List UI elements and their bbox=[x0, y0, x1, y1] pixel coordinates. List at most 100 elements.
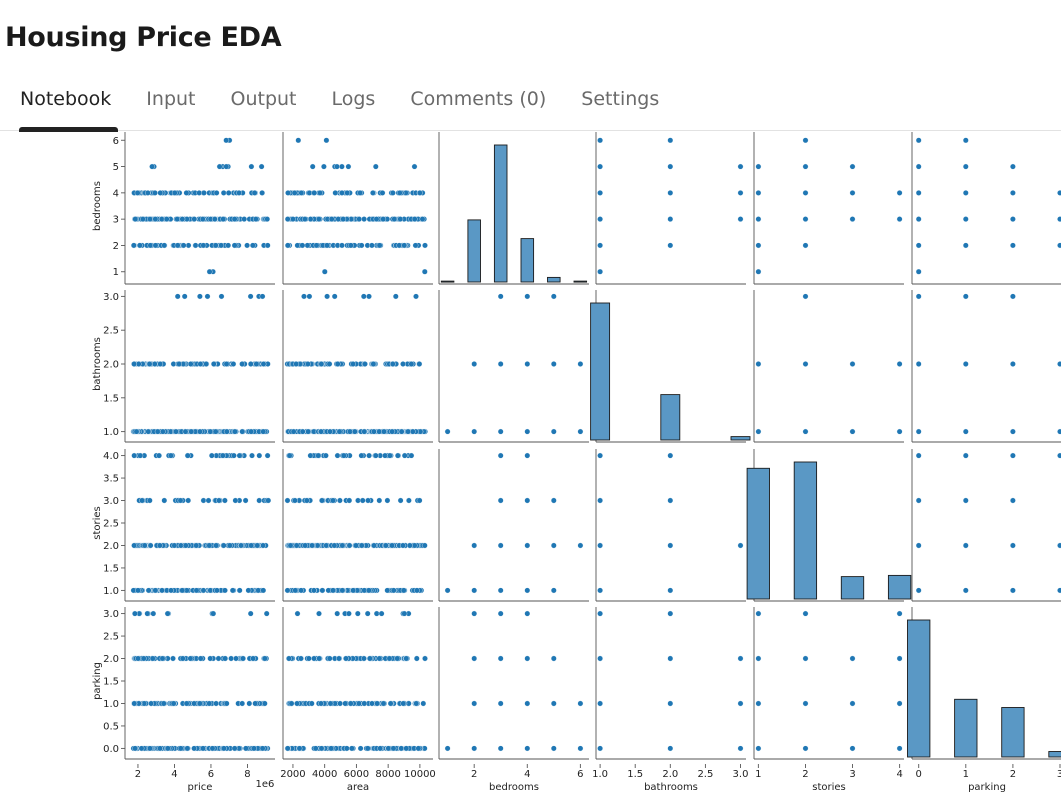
scatter-point bbox=[185, 497, 192, 504]
scatter-point bbox=[173, 428, 179, 435]
scatter-point bbox=[147, 242, 154, 249]
scatter-point bbox=[177, 497, 184, 504]
scatter-point bbox=[365, 497, 371, 504]
x-axis-label: bathrooms bbox=[644, 782, 698, 793]
scatter-point bbox=[340, 452, 347, 459]
scatter-point bbox=[471, 745, 478, 752]
scatter-point bbox=[802, 700, 809, 707]
scatter-point bbox=[152, 190, 158, 196]
scatter-point bbox=[416, 497, 423, 504]
scatter-point bbox=[398, 428, 405, 435]
scatter-point bbox=[197, 655, 204, 662]
scatter-point bbox=[246, 700, 253, 707]
scatter-point bbox=[802, 163, 809, 170]
scatter-point bbox=[849, 428, 856, 435]
scatter-point bbox=[667, 700, 674, 707]
scatter-point bbox=[411, 542, 418, 549]
scatter-point bbox=[204, 293, 211, 300]
scatter-point bbox=[311, 190, 318, 196]
scatter-point bbox=[295, 137, 302, 144]
tab-input[interactable]: Input bbox=[146, 88, 196, 110]
scatter-point bbox=[802, 216, 809, 222]
scatter-point bbox=[353, 542, 359, 549]
scatter-point bbox=[248, 542, 255, 549]
tab-output[interactable]: Output bbox=[230, 88, 297, 110]
scatter-point bbox=[255, 587, 262, 594]
scatter-point bbox=[306, 190, 313, 196]
scatter-point bbox=[597, 242, 603, 249]
scatter-point bbox=[374, 700, 381, 707]
scatter-point bbox=[215, 655, 222, 662]
scatter-point bbox=[303, 497, 310, 504]
x-axis-label: bedrooms bbox=[489, 782, 539, 793]
x-axis-label: area bbox=[347, 782, 369, 793]
y-tick-label: 1.5 bbox=[103, 563, 119, 574]
scatter-point bbox=[187, 361, 194, 367]
scatter-point bbox=[497, 745, 504, 752]
y-tick-label: 0.5 bbox=[103, 721, 119, 732]
scatter-point bbox=[802, 242, 809, 249]
x-tick-label: 3.0 bbox=[733, 769, 749, 780]
scatter-point bbox=[1057, 190, 1061, 196]
scatter-point bbox=[311, 587, 317, 594]
scatter-point bbox=[149, 655, 156, 662]
scatter-point bbox=[962, 242, 969, 249]
scatter-point bbox=[131, 361, 137, 367]
scatter-point bbox=[401, 452, 408, 459]
scatter-point bbox=[421, 542, 428, 549]
scatter-point bbox=[915, 497, 922, 504]
scatter-point bbox=[400, 542, 406, 549]
scatter-point bbox=[220, 216, 227, 222]
scatter-point bbox=[802, 361, 809, 367]
x-axis-label: price bbox=[188, 782, 213, 793]
scatter-point bbox=[313, 242, 320, 249]
scatter-point bbox=[755, 655, 762, 662]
scatter-point bbox=[408, 452, 415, 459]
scatter-point bbox=[667, 745, 674, 752]
scatter-point bbox=[550, 428, 557, 435]
scatter-point bbox=[316, 610, 322, 617]
scatter-point bbox=[1057, 587, 1061, 594]
scatter-point bbox=[131, 700, 138, 707]
scatter-point bbox=[497, 587, 504, 594]
scatter-point bbox=[354, 610, 361, 617]
scatter-point bbox=[386, 655, 393, 662]
scatter-point bbox=[144, 610, 151, 617]
scatter-point bbox=[306, 293, 313, 300]
scatter-point bbox=[392, 293, 399, 300]
histogram-bar bbox=[493, 144, 508, 283]
tab-bar: Notebook Input Output Logs Comments (0) … bbox=[0, 84, 1061, 132]
scatter-point bbox=[471, 542, 478, 549]
tab-logs[interactable]: Logs bbox=[331, 88, 376, 110]
y-axis-label: stories bbox=[92, 506, 103, 540]
scatter-point bbox=[132, 216, 139, 222]
scatter-point bbox=[247, 610, 254, 617]
scatter-point bbox=[737, 163, 744, 170]
scatter-point bbox=[134, 190, 141, 196]
scatter-point bbox=[339, 190, 345, 196]
scatter-point bbox=[471, 655, 478, 662]
scatter-point bbox=[231, 216, 238, 222]
scatter-point bbox=[1010, 293, 1016, 300]
y-tick-label: 6 bbox=[113, 136, 119, 147]
tab-settings[interactable]: Settings bbox=[581, 88, 660, 110]
scatter-point bbox=[152, 216, 159, 222]
scatter-point bbox=[260, 542, 266, 549]
tab-comments[interactable]: Comments (0) bbox=[410, 88, 547, 110]
x-tick-label: 10000 bbox=[404, 769, 436, 780]
scatter-point bbox=[347, 700, 354, 707]
scatter-point bbox=[250, 655, 256, 662]
scatter-point bbox=[471, 361, 478, 367]
scatter-point bbox=[597, 587, 603, 594]
tab-notebook[interactable]: Notebook bbox=[0, 84, 126, 132]
scatter-point bbox=[228, 655, 234, 662]
scatter-point bbox=[141, 542, 148, 549]
x-axis-label: stories bbox=[812, 782, 846, 793]
scatter-point bbox=[369, 700, 375, 707]
scatter-point bbox=[294, 242, 301, 249]
scatter-point bbox=[196, 190, 203, 196]
scatter-point bbox=[299, 428, 306, 435]
scatter-point bbox=[213, 700, 219, 707]
scatter-point bbox=[244, 242, 250, 249]
scatter-point bbox=[755, 361, 762, 367]
